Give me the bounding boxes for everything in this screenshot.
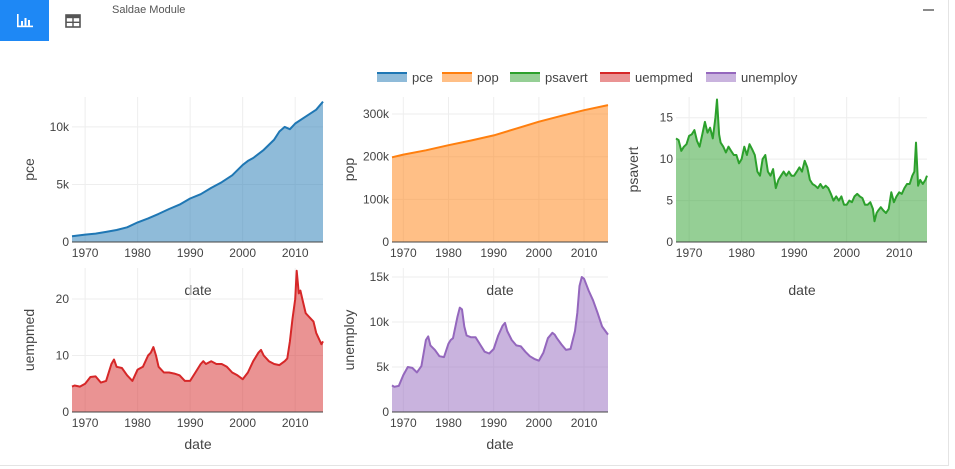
- x-tick-label: 2010: [886, 246, 913, 260]
- tab-table[interactable]: [56, 4, 90, 38]
- y-tick-label: 10k: [50, 120, 70, 134]
- x-tick-label: 1980: [728, 246, 755, 260]
- x-tick-label: 1980: [435, 416, 462, 430]
- series-area-pce: [72, 101, 323, 242]
- x-tick-label: 1990: [177, 246, 204, 260]
- x-tick-label: 1970: [676, 246, 703, 260]
- x-tick-label: 1980: [124, 246, 151, 260]
- x-tick-label: 2010: [571, 416, 598, 430]
- x-axis-title: date: [184, 282, 211, 298]
- chart-panel-pop: 1970 1980 1990 2000 2010 0 100k 200k 300k date pop: [341, 97, 609, 298]
- x-axis-title: date: [184, 436, 211, 452]
- legend-swatch-fill: [377, 72, 407, 82]
- y-tick-label: 10k: [370, 315, 390, 329]
- x-axis-title: date: [486, 436, 513, 452]
- y-axis-title: psavert: [625, 146, 641, 192]
- legend-swatch-fill: [442, 72, 472, 82]
- legend-label: pop: [477, 70, 499, 85]
- series-line-uempmed: [71, 269, 324, 388]
- legend-label: pce: [412, 70, 433, 85]
- x-tick-label: 1970: [390, 416, 417, 430]
- x-tick-label: 1980: [124, 416, 151, 430]
- x-tick-label: 2000: [229, 246, 256, 260]
- x-tick-label: 2000: [526, 416, 553, 430]
- y-axis-title: pop: [341, 158, 357, 182]
- y-tick-label: 100k: [363, 192, 390, 206]
- legend: pce pop psavert uempmed unemploy: [377, 70, 798, 85]
- x-tick-label: 1980: [435, 246, 462, 260]
- x-tick-label: 2000: [833, 246, 860, 260]
- legend-item-psavert[interactable]: psavert: [510, 70, 588, 85]
- legend-label: uempmed: [635, 70, 693, 85]
- y-tick-label: 0: [382, 235, 389, 249]
- chart-panel-pce: 1970 1980 1990 2000 2010 0 5k 10k date pce: [21, 97, 324, 298]
- x-tick-label: 1990: [781, 246, 808, 260]
- y-tick-label: 10: [56, 349, 70, 363]
- legend-label: unemploy: [741, 70, 798, 85]
- y-tick-label: 300k: [363, 107, 390, 121]
- legend-item-uempmed[interactable]: uempmed: [600, 70, 693, 85]
- chart-panel-psavert: 1970 1980 1990 2000 2010 0 5 10 15 date psavert: [625, 97, 928, 298]
- minimize-button[interactable]: [921, 3, 935, 17]
- y-tick-label: 0: [62, 405, 69, 419]
- y-tick-label: 5: [666, 194, 673, 208]
- y-tick-label: 200k: [363, 150, 390, 164]
- y-tick-label: 15k: [370, 270, 390, 284]
- y-tick-label: 5k: [376, 360, 390, 374]
- series-area-pop: [392, 105, 608, 242]
- y-tick-label: 0: [382, 405, 389, 419]
- minimize-icon: [922, 9, 934, 11]
- series-line-pce: [71, 100, 324, 238]
- x-tick-label: 1990: [480, 246, 507, 260]
- x-tick-label: 1970: [390, 246, 417, 260]
- x-tick-label: 2010: [282, 416, 309, 430]
- y-tick-label: 10: [660, 152, 674, 166]
- series-line-unemploy: [391, 276, 609, 388]
- series-line-psavert: [675, 98, 928, 223]
- module-title: Saldae Module: [112, 4, 186, 16]
- x-tick-label: 1970: [72, 246, 99, 260]
- legend-item-pop[interactable]: pop: [442, 70, 499, 85]
- x-tick-label: 1970: [72, 416, 99, 430]
- legend-swatch-fill: [510, 72, 540, 82]
- y-tick-label: 5k: [56, 177, 70, 191]
- series-area-psavert: [676, 99, 927, 242]
- x-tick-label: 1990: [480, 416, 507, 430]
- bar-chart-icon: [16, 13, 33, 27]
- legend-swatch-fill: [706, 72, 736, 82]
- legend-item-unemploy[interactable]: unemploy: [706, 70, 798, 85]
- y-axis-title: pce: [21, 158, 37, 181]
- chart-panel-unemploy: 1970 1980 1990 2000 2010 0 5k 10k 15k date unemplo…: [341, 268, 609, 452]
- x-tick-label: 1990: [177, 416, 204, 430]
- legend-label: psavert: [545, 70, 588, 85]
- y-axis-title: uempmed: [21, 309, 37, 371]
- legend-item-pce[interactable]: pce: [377, 70, 433, 85]
- x-tick-label: 2010: [282, 246, 309, 260]
- x-tick-label: 2000: [229, 416, 256, 430]
- chart-panel-uempmed: 1970 1980 1990 2000 2010 0 10 20 date uempmed: [21, 268, 324, 452]
- y-tick-label: 20: [56, 292, 70, 306]
- x-axis-title: date: [486, 282, 513, 298]
- series-line-pop: [391, 104, 609, 159]
- y-axis-title: unemploy: [341, 310, 357, 371]
- y-tick-label: 0: [62, 235, 69, 249]
- table-icon: [65, 14, 81, 28]
- series-area-unemploy: [392, 277, 608, 412]
- legend-swatch-fill: [600, 72, 630, 82]
- y-tick-label: 0: [666, 235, 673, 249]
- tab-chart[interactable]: [0, 0, 49, 41]
- x-tick-label: 2000: [526, 246, 553, 260]
- x-axis-title: date: [788, 282, 815, 298]
- x-tick-label: 2010: [571, 246, 598, 260]
- y-tick-label: 15: [660, 111, 674, 125]
